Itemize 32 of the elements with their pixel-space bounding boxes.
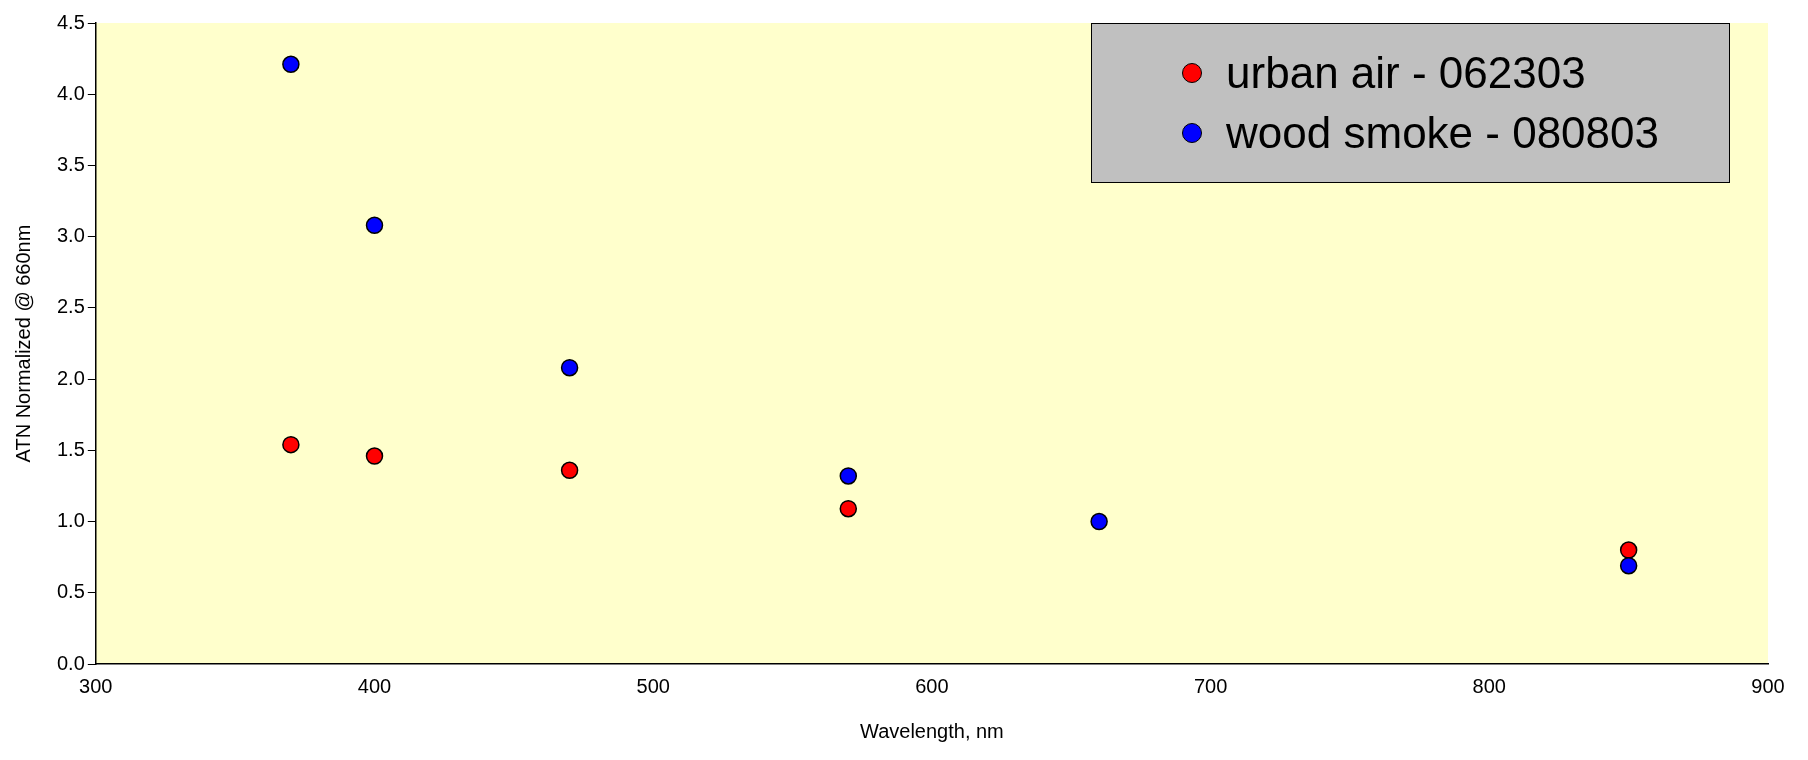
x-tick-label: 500: [636, 674, 670, 697]
point: [839, 467, 858, 485]
y-tick-label: 1.0: [56, 509, 85, 532]
point: [282, 55, 300, 74]
legend-label: wood smoke - 080803: [1226, 108, 1659, 158]
x-axis-title: Wavelength, nm: [860, 719, 1004, 742]
point: [365, 216, 384, 235]
y-tick-label: 1.5: [56, 437, 85, 460]
y-tick-label: 0.0: [56, 651, 85, 674]
y-tick-label: 4.0: [56, 81, 85, 104]
y-tick-label: 3.5: [56, 152, 85, 175]
legend-label: urban air - 062303: [1226, 48, 1586, 98]
y-tick-label: 0.5: [56, 580, 85, 603]
point: [839, 499, 858, 518]
point: [365, 447, 384, 465]
point: [282, 435, 300, 454]
x-tick-label: 600: [915, 674, 949, 697]
y-tick-label: 4.5: [56, 10, 85, 33]
x-tick-label: 800: [1472, 674, 1506, 697]
y-tick-label: 2.5: [56, 295, 85, 318]
point: [1090, 512, 1108, 531]
x-tick-label: 900: [1751, 674, 1785, 697]
point: [560, 461, 579, 480]
x-tick-label: 700: [1193, 674, 1228, 697]
point: [1619, 541, 1638, 559]
x-tick-label: 400: [357, 674, 392, 697]
point: [560, 358, 579, 377]
point: [1619, 556, 1638, 575]
x-tick-label: 300: [79, 674, 113, 697]
y-tick-label: 2.0: [56, 366, 85, 389]
y-tick-label: 3.0: [56, 224, 85, 247]
y-axis-title: ATN Normalized @ 660nm: [11, 224, 34, 463]
